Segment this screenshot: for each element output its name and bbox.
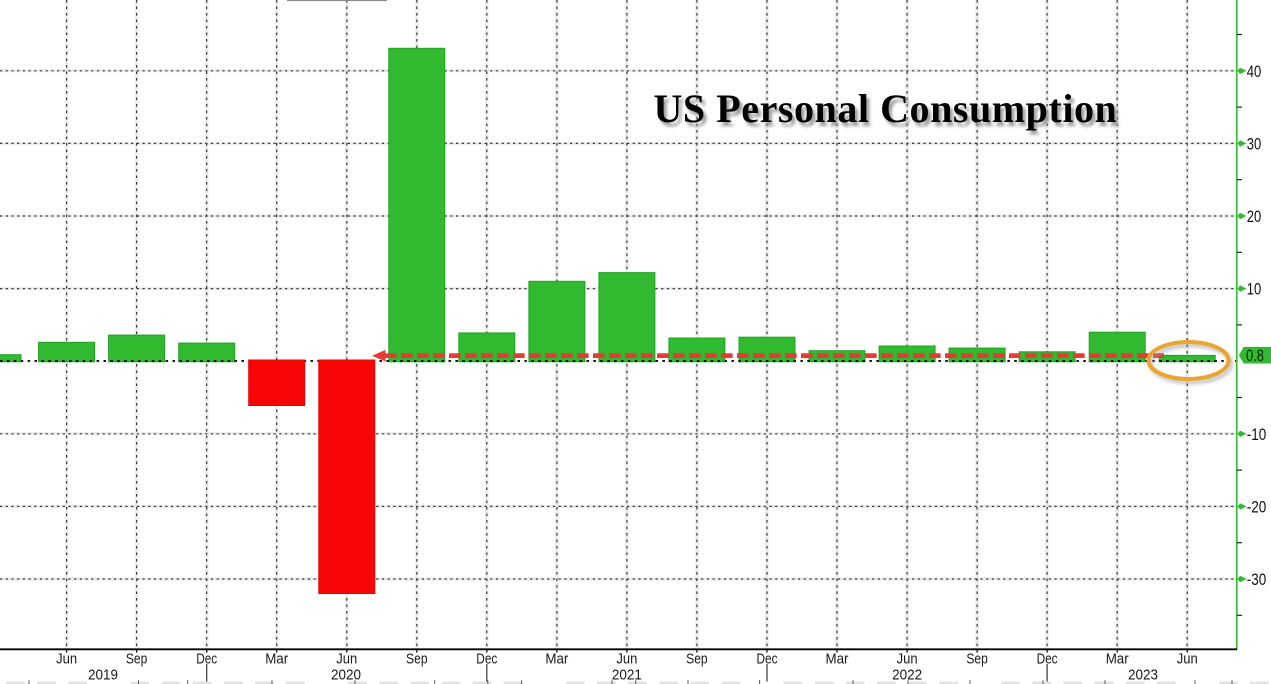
svg-text:-20: -20 — [1247, 498, 1267, 516]
svg-text:2022: 2022 — [892, 667, 922, 684]
svg-text:40: 40 — [1247, 63, 1262, 81]
svg-text:Jun: Jun — [897, 651, 918, 668]
svg-text:Sep: Sep — [406, 651, 428, 668]
svg-text:2019: 2019 — [88, 667, 118, 684]
svg-text:10: 10 — [1247, 281, 1262, 299]
svg-text:-30: -30 — [1247, 571, 1267, 589]
svg-text:Mar: Mar — [545, 651, 568, 668]
svg-text:Jun: Jun — [616, 651, 637, 668]
svg-text:20: 20 — [1247, 208, 1262, 226]
svg-text:Sep: Sep — [686, 651, 708, 668]
svg-text:Dec: Dec — [476, 651, 497, 668]
svg-text:-10: -10 — [1247, 426, 1267, 444]
svg-text:Jun: Jun — [1177, 651, 1198, 668]
svg-text:30: 30 — [1247, 135, 1262, 153]
svg-text:Dec: Dec — [757, 651, 778, 668]
svg-text:Dec: Dec — [196, 651, 217, 668]
svg-text:Dec: Dec — [1037, 651, 1058, 668]
svg-text:Jun: Jun — [336, 651, 357, 668]
svg-text:Mar: Mar — [265, 651, 288, 668]
svg-text:Mar: Mar — [1106, 651, 1129, 668]
svg-text:Sep: Sep — [966, 651, 988, 668]
svg-text:2023: 2023 — [1128, 667, 1158, 684]
svg-text:Mar: Mar — [826, 651, 849, 668]
svg-text:Jun: Jun — [56, 651, 77, 668]
svg-text:2021: 2021 — [612, 667, 642, 684]
svg-text:Sep: Sep — [126, 651, 148, 668]
svg-text:2020: 2020 — [331, 667, 361, 684]
svg-text:0.8: 0.8 — [1246, 347, 1264, 365]
